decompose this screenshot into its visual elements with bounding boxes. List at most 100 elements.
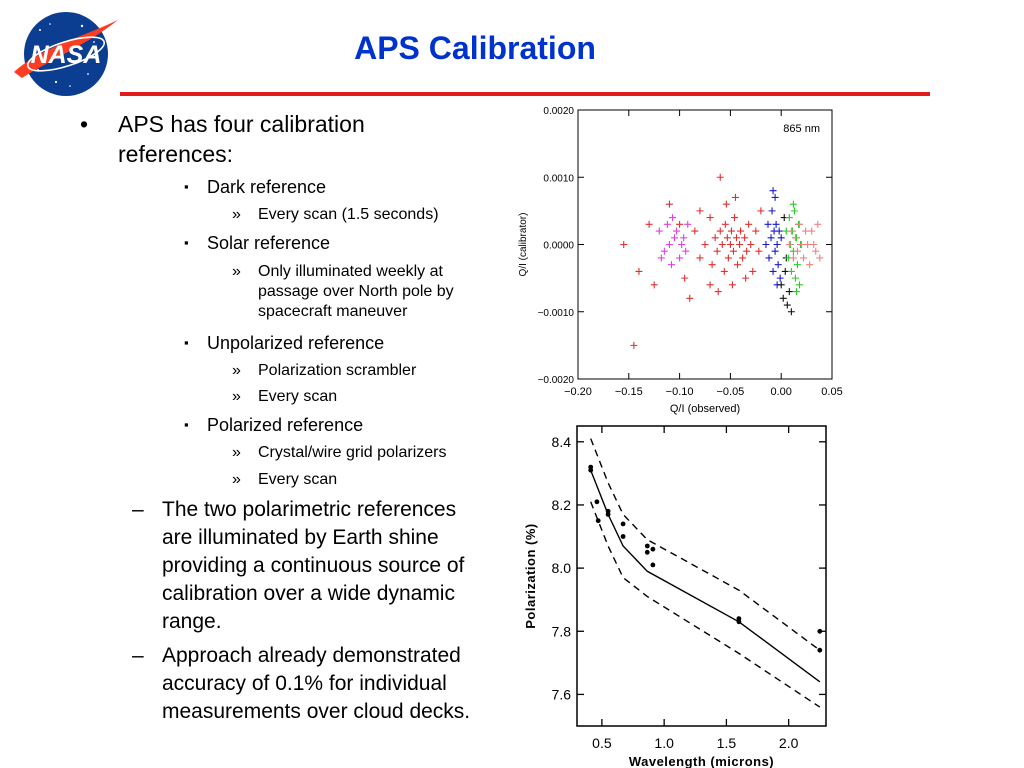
bullet-text: Polarization scrambler (258, 362, 417, 379)
x-tick-label: −0.10 (666, 386, 694, 398)
y-tick-label: 8.4 (552, 434, 572, 450)
y-tick-label: 7.8 (552, 623, 572, 639)
text-line: range. (162, 610, 222, 633)
data-point (736, 241, 744, 248)
data-point (771, 247, 779, 255)
y-axis-label: Q/I (calibrator) (518, 213, 529, 277)
data-point (767, 234, 775, 242)
data-point (696, 207, 704, 215)
data-point (730, 214, 738, 222)
data-point (776, 274, 784, 282)
data-point (800, 254, 808, 262)
x-tick-label: −0.20 (564, 386, 592, 398)
data-point (732, 234, 740, 242)
bullet-polarized-sub-1: » Crystal/wire grid polarizers (232, 443, 447, 463)
scatter-chart: −0.20 −0.15 −0.10 −0.05 0.00 0.05 −0.0020 −0.00… (518, 106, 843, 415)
bullet-marker: » (232, 444, 241, 461)
wavelength-annotation: 865 nm (783, 123, 820, 135)
line-chart: 0.5 1.0 1.5 2.0 7.6 7.8 8.0 8.2 8.4 Wavelength (m… (523, 425, 827, 768)
data-point (795, 281, 803, 289)
data-point (721, 220, 729, 228)
data-point (755, 247, 763, 255)
bullet-marker: » (232, 471, 241, 488)
data-point (644, 543, 650, 549)
data-point (696, 254, 704, 262)
data-point (650, 562, 656, 568)
data-point (644, 549, 650, 555)
data-point (588, 467, 594, 473)
data-point (724, 254, 732, 262)
bullet-text: Unpolarized reference (207, 333, 385, 353)
data-point (671, 234, 679, 242)
data-point (765, 254, 773, 262)
data-point (764, 220, 772, 228)
data-point (676, 254, 684, 262)
text-line: The two polarimetric references (162, 498, 457, 521)
bullet-text: Approach already demonstrated accuracy o… (162, 642, 470, 726)
data-point (775, 227, 783, 235)
bullet-polarized-reference: ▪ Polarized reference (184, 414, 363, 436)
data-point (792, 288, 800, 296)
bullet-text: Solar reference (207, 233, 331, 253)
data-point (779, 294, 787, 302)
data-point (787, 308, 795, 316)
data-point (650, 281, 658, 289)
data-point (680, 234, 688, 242)
data-point (711, 234, 719, 242)
y-tick-label: 8.2 (552, 497, 572, 513)
bullet-text: Only illuminated weekly at passage over … (258, 262, 454, 322)
data-point (655, 227, 663, 235)
bullet-text: Crystal/wire grid polarizers (258, 444, 447, 461)
bullet-text: Polarized reference (207, 415, 364, 435)
data-point (785, 241, 793, 248)
data-point (790, 207, 798, 215)
data-point (785, 214, 793, 222)
data-point (686, 294, 694, 302)
data-point (731, 193, 739, 201)
text-line: calibration over a wide dynamic (162, 582, 455, 605)
bound-line (590, 438, 821, 651)
data-point (706, 281, 714, 289)
model-line (590, 469, 821, 683)
bullet-marker: » (232, 362, 241, 379)
data-point (772, 220, 780, 228)
data-point (729, 247, 737, 255)
data-point (682, 247, 690, 255)
data-point (727, 227, 735, 235)
data-point (650, 546, 656, 552)
data-point (676, 220, 684, 228)
text-line: passage over North pole by (258, 283, 454, 300)
data-point (681, 274, 689, 282)
bullet-dark-sub: » Every scan (1.5 seconds) (232, 205, 439, 225)
nasa-logo: NASA (14, 12, 118, 96)
slide-title: APS Calibration (354, 30, 596, 66)
data-point (774, 261, 782, 269)
data-point (793, 261, 801, 269)
data-point (802, 227, 810, 235)
data-point (814, 220, 822, 228)
data-point (795, 220, 803, 228)
bullet-dark-reference: ▪ Dark reference (184, 176, 326, 198)
data-point (737, 227, 745, 235)
data-point (742, 274, 750, 282)
data-point (808, 227, 816, 235)
bullet-solar-sub: » Only illuminated weekly at passage ove… (232, 262, 454, 322)
bullet-marker: – (132, 498, 144, 521)
data-point (777, 281, 785, 289)
x-axis-label: Q/I (observed) (670, 403, 740, 415)
y-tick-label: −0.0020 (538, 375, 575, 386)
data-point (663, 220, 671, 228)
data-point (777, 234, 785, 242)
bullet-marker: ▪ (184, 335, 189, 350)
data-point (728, 281, 736, 289)
x-tick-label: 0.5 (592, 735, 612, 751)
data-point (713, 247, 721, 255)
data-point (667, 261, 675, 269)
text-line: are illuminated by Earth shine (162, 526, 439, 549)
text-line: accuracy of 0.1% for individual (162, 672, 447, 695)
data-point (806, 261, 814, 269)
data-point (630, 341, 638, 349)
bound-line (590, 501, 821, 708)
text-line: providing a continuous source of (162, 554, 465, 577)
bullet-marker: » (232, 206, 241, 223)
